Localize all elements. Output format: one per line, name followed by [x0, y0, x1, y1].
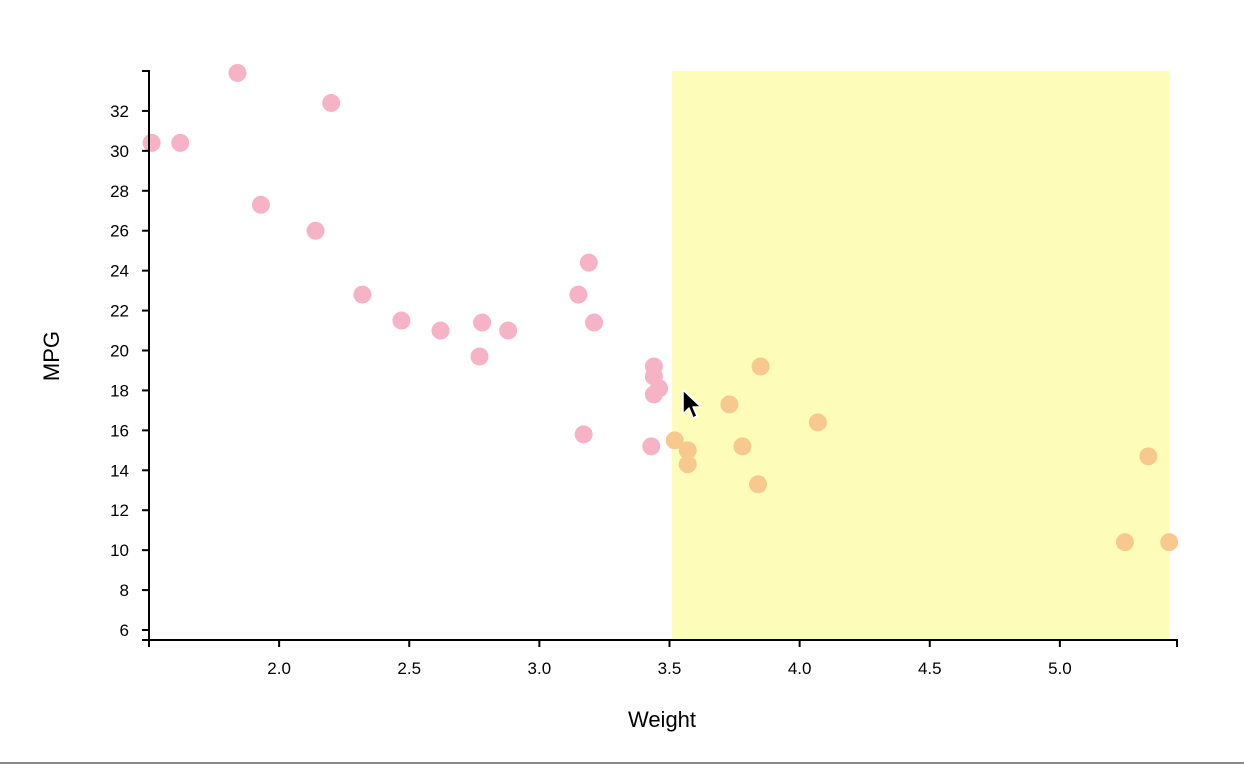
data-point-24: [678, 441, 697, 460]
data-point-27: [748, 475, 767, 494]
y-tick-label: 8: [120, 581, 129, 600]
data-point-28: [751, 357, 770, 376]
y-tick-label: 24: [110, 262, 129, 281]
x-axis: 2.0 2.5 3.0 3.5 4.0 4.5 5.0: [148, 639, 1178, 678]
data-point-31: [1139, 447, 1158, 466]
data-point-8: [392, 311, 411, 330]
data-point-29: [808, 413, 827, 432]
x-tick-label: 3.5: [658, 659, 682, 678]
x-tick-label: 4.5: [918, 659, 942, 678]
y-tick-label: 28: [110, 182, 129, 201]
y-tick-label: 16: [110, 421, 129, 440]
data-point-17: [642, 437, 661, 456]
x-axis-title: Weight: [628, 707, 696, 732]
data-point-25: [720, 395, 739, 414]
y-axis-line: [142, 70, 150, 641]
x-tick-label: 2.0: [267, 659, 291, 678]
y-tick-label: 18: [110, 381, 129, 400]
y-tick-label: 12: [110, 501, 129, 520]
data-point-14: [574, 425, 593, 444]
data-point-6: [322, 93, 341, 112]
data-point-4: [251, 195, 270, 214]
data-point-2: [171, 133, 190, 152]
y-tick-label: 22: [110, 302, 129, 321]
data-point-32: [1160, 533, 1179, 552]
x-axis-line: [148, 639, 1178, 647]
y-axis-title: MPG: [39, 331, 64, 381]
y-tick-label: 14: [110, 461, 129, 480]
data-point-16: [585, 313, 604, 332]
data-point-11: [473, 313, 492, 332]
data-point-13: [569, 285, 588, 304]
brush-selection[interactable]: [672, 71, 1170, 640]
data-point-10: [470, 347, 489, 366]
data-point-23: [678, 455, 697, 474]
y-tick-label: 6: [120, 621, 129, 640]
y-tick-label: 20: [110, 342, 129, 361]
x-tick-label: 4.0: [788, 659, 812, 678]
data-point-7: [353, 285, 372, 304]
y-tick-label: 26: [110, 222, 129, 241]
x-tick-label: 5.0: [1048, 659, 1072, 678]
y-tick-label: 32: [110, 102, 129, 121]
data-point-15: [579, 253, 598, 272]
data-point-5: [306, 221, 325, 240]
x-tick-label: 2.5: [397, 659, 421, 678]
data-point-1: [142, 133, 161, 152]
y-tick-label: 30: [110, 142, 129, 161]
y-axis: 6 8 10 12 14 16 18 20 22 24 26 28 30 32: [110, 70, 150, 641]
data-point-9: [431, 321, 450, 340]
data-point-3: [228, 63, 247, 82]
data-point-26: [733, 437, 752, 456]
data-point-12: [499, 321, 518, 340]
y-tick-label: 10: [110, 541, 129, 560]
x-tick-label: 3.0: [528, 659, 552, 678]
points-layer: [142, 63, 1179, 552]
bottom-divider: [0, 762, 1244, 764]
data-point-22: [665, 431, 684, 450]
data-point-30: [1115, 533, 1134, 552]
data-point-21: [650, 379, 669, 398]
mouse-cursor-icon: [682, 389, 702, 419]
